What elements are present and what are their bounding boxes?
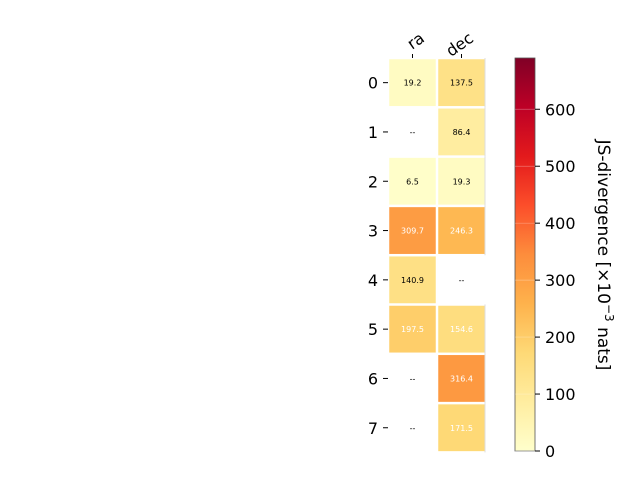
cell-value-label: --: [410, 424, 416, 433]
column-labels: ra dec: [404, 28, 477, 60]
cell-value-label: 86.4: [453, 128, 471, 137]
heatmap-cell: [389, 157, 436, 205]
colorbar-tick-label: 200: [545, 328, 576, 347]
colorbar-tick-label: 500: [545, 157, 576, 176]
heatmap-cell: [438, 355, 485, 402]
colorbar-tick-label: 300: [545, 271, 576, 290]
colorbar-gradient: [514, 57, 536, 452]
cell-value-label: --: [410, 128, 416, 137]
heatmap-cell: [389, 256, 436, 304]
colorbar-label: JS-divergence [×10−3 nats]: [593, 139, 616, 371]
cell-value-label: 316.4: [450, 374, 473, 383]
heatmap-cell: [389, 207, 436, 254]
cell-value-label: 246.3: [450, 227, 473, 236]
row-label: 0: [368, 74, 378, 93]
row-label: 3: [368, 222, 378, 241]
colorbar-tick-label: 100: [545, 385, 576, 404]
row-label: 4: [368, 271, 378, 290]
row-label: 1: [368, 123, 378, 142]
colorbar-tick-label: 0: [545, 442, 555, 461]
cell-value-label: --: [459, 276, 465, 285]
heatmap-cell: [438, 108, 485, 156]
cell-value-label: 197.5: [401, 325, 424, 334]
heatmap-cell: [389, 305, 436, 353]
heatmap-cell: [438, 207, 485, 254]
colorbar: 0 100 200 300 400 500 600 JS-divergence [×10−3…: [514, 57, 616, 461]
heatmap-cell: [438, 157, 485, 205]
cell-value-label: 137.5: [450, 79, 473, 88]
heatmap-cells: 19.2 137.5 -- 86.4 6.5 19.3 309.7 246.3 140.9 -- 1…: [389, 58, 486, 453]
row-labels: 0 1 2 3 4 5 6 7: [368, 74, 388, 438]
heatmap-cell: [438, 59, 485, 107]
heatmap-cell: [438, 404, 485, 452]
cell-value-label: 154.6: [450, 325, 473, 334]
heatmap-cell: [438, 305, 485, 353]
column-label: ra: [404, 28, 428, 53]
cell-value-label: 19.3: [453, 177, 471, 186]
cell-value-label: 171.5: [450, 424, 473, 433]
colorbar-tick-label: 600: [545, 100, 576, 119]
row-label: 5: [368, 320, 378, 339]
cell-value-label: 19.2: [404, 79, 422, 88]
row-label: 7: [368, 419, 378, 438]
colorbar-tick-label: 400: [545, 214, 576, 233]
row-label: 2: [368, 172, 378, 191]
cell-value-label: --: [410, 374, 416, 383]
column-label: dec: [442, 28, 476, 60]
cell-value-label: 6.5: [406, 177, 419, 186]
heatmap-cell: [389, 59, 436, 107]
cell-value-label: 309.7: [401, 227, 424, 236]
cell-value-label: 140.9: [401, 276, 424, 285]
row-label: 6: [368, 369, 378, 388]
colorbar-ticks: 0 100 200 300 400 500 600: [515, 100, 576, 461]
